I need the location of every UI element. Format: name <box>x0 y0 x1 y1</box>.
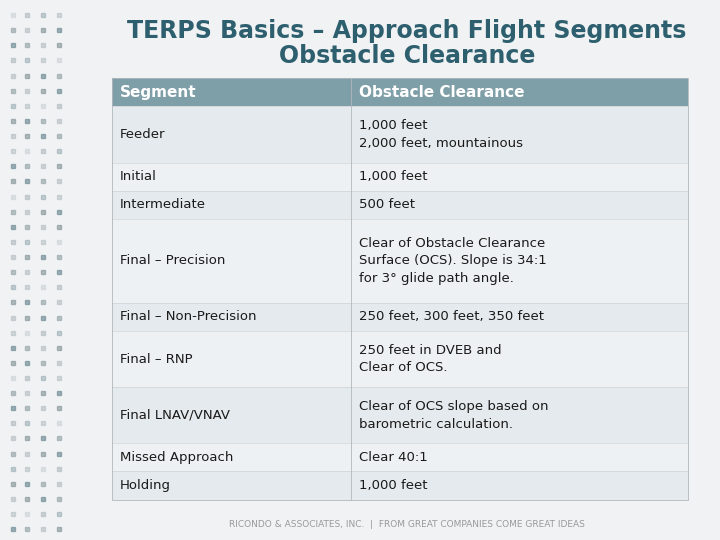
Text: Final – RNP: Final – RNP <box>120 353 193 366</box>
Text: Holding: Holding <box>120 479 171 492</box>
Bar <box>112 331 688 387</box>
Bar <box>112 387 688 443</box>
Text: 250 feet in DVEB and
Clear of OCS.: 250 feet in DVEB and Clear of OCS. <box>359 344 502 374</box>
Text: TERPS Basics – Approach Flight Segments: TERPS Basics – Approach Flight Segments <box>127 19 686 43</box>
Text: Obstacle Clearance: Obstacle Clearance <box>279 44 535 68</box>
Bar <box>112 303 688 331</box>
Text: Final LNAV/VNAV: Final LNAV/VNAV <box>120 409 230 422</box>
Bar <box>112 163 688 191</box>
Text: Initial: Initial <box>120 170 157 183</box>
Text: RICONDO & ASSOCIATES, INC.  |  FROM GREAT COMPANIES COME GREAT IDEAS: RICONDO & ASSOCIATES, INC. | FROM GREAT … <box>229 521 585 529</box>
Bar <box>112 191 688 219</box>
Text: Feeder: Feeder <box>120 128 166 141</box>
Bar <box>112 471 688 500</box>
Bar <box>112 78 688 106</box>
Text: Clear of Obstacle Clearance
Surface (OCS). Slope is 34:1
for 3° glide path angle: Clear of Obstacle Clearance Surface (OCS… <box>359 237 547 285</box>
Text: 1,000 feet: 1,000 feet <box>359 479 428 492</box>
Text: Final – Non-Precision: Final – Non-Precision <box>120 310 257 323</box>
Text: 1,000 feet: 1,000 feet <box>359 170 428 183</box>
Text: Clear 40:1: Clear 40:1 <box>359 451 428 464</box>
Bar <box>112 106 688 163</box>
Text: Missed Approach: Missed Approach <box>120 451 233 464</box>
Bar <box>112 78 688 500</box>
Text: Final – Precision: Final – Precision <box>120 254 225 267</box>
Text: Obstacle Clearance: Obstacle Clearance <box>359 85 525 100</box>
Text: 500 feet: 500 feet <box>359 198 415 211</box>
Text: Clear of OCS slope based on
barometric calculation.: Clear of OCS slope based on barometric c… <box>359 400 549 430</box>
Text: Intermediate: Intermediate <box>120 198 206 211</box>
Bar <box>112 443 688 471</box>
Bar <box>112 219 688 303</box>
Text: 250 feet, 300 feet, 350 feet: 250 feet, 300 feet, 350 feet <box>359 310 544 323</box>
Text: 1,000 feet
2,000 feet, mountainous: 1,000 feet 2,000 feet, mountainous <box>359 119 523 150</box>
Text: Segment: Segment <box>120 85 197 100</box>
